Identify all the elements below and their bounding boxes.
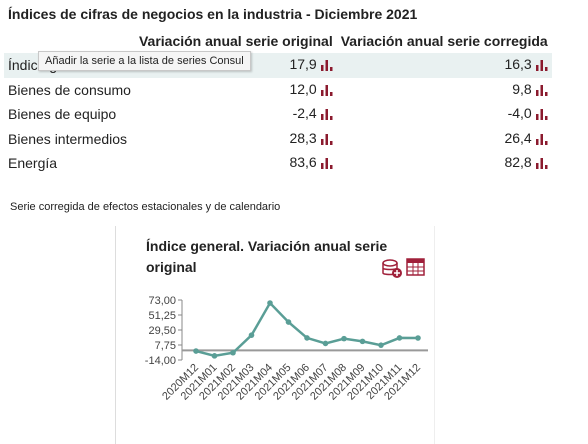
table-icon[interactable] xyxy=(406,258,425,276)
chart-link-icon[interactable] xyxy=(320,58,333,74)
column-header: Variación anual serie original xyxy=(138,33,333,49)
data-point xyxy=(322,340,329,347)
data-point xyxy=(378,342,384,348)
chart-link-icon[interactable] xyxy=(535,132,548,148)
data-point xyxy=(415,335,421,341)
chart-title: Índice general. Variación anual serie or… xyxy=(146,238,388,275)
chart-link-icon[interactable] xyxy=(535,156,548,172)
cell-value: 28,3 xyxy=(289,129,317,146)
chart-link-icon[interactable] xyxy=(320,156,333,172)
chart-link-icon[interactable] xyxy=(535,58,548,74)
value-cell: 9,8 xyxy=(337,78,552,103)
cell-value: 26,4 xyxy=(504,129,532,146)
row-label: Bienes de consumo xyxy=(4,78,135,103)
data-point xyxy=(211,353,218,359)
row-label-text: Energía xyxy=(8,155,58,172)
row-label: Energía xyxy=(4,151,135,176)
y-tick-label: 29,50 xyxy=(148,325,176,337)
data-point xyxy=(359,338,366,345)
add-series-icon[interactable] xyxy=(382,259,402,278)
page-title: Índices de cifras de negocios en la indu… xyxy=(8,6,418,22)
tooltip: Añadir la serie a la lista de series Con… xyxy=(38,51,251,71)
value-cell: 82,8 xyxy=(337,151,552,176)
row-label: Bienes intermedios xyxy=(4,127,135,152)
y-tick-label: 51,25 xyxy=(148,310,176,322)
chart-link-icon[interactable] xyxy=(535,83,548,99)
chart-link-icon[interactable] xyxy=(320,132,333,148)
value-cell: 12,0 xyxy=(135,78,337,103)
chart-link-icon[interactable] xyxy=(320,83,333,99)
cell-value: -4,0 xyxy=(507,105,532,122)
data-point xyxy=(304,335,310,341)
chart-link-icon[interactable] xyxy=(535,107,548,123)
data-point xyxy=(248,332,255,338)
chart-link-icon[interactable] xyxy=(320,107,333,123)
row-label-text: Bienes de equipo xyxy=(8,106,117,123)
value-cell: 26,4 xyxy=(337,127,552,152)
value-cell: 28,3 xyxy=(135,127,337,152)
table-row: Bienes de equipo -2,4 -4,0 xyxy=(4,102,552,127)
y-tick-label: 7,75 xyxy=(155,340,176,352)
y-tick-label: 73,00 xyxy=(148,295,176,307)
table-row: Bienes de consumo 12,0 9,8 xyxy=(4,78,552,103)
note: Serie corregida de efectos estacionales … xyxy=(10,201,281,213)
value-cell: -4,0 xyxy=(337,102,552,127)
data-point xyxy=(193,348,199,354)
corner xyxy=(4,29,135,53)
data-point xyxy=(285,319,292,325)
value-cell: 83,6 xyxy=(135,151,337,176)
chart: 73,0051,2529,507,75-14,002020M122021M012… xyxy=(145,258,428,403)
data-point xyxy=(341,335,347,342)
cell-value: 17,9 xyxy=(289,56,317,73)
value-cell: -2,4 xyxy=(135,102,337,127)
value-cell: 16,3 xyxy=(336,53,552,78)
table-row: Bienes intermedios 28,3 26,4 xyxy=(4,127,552,152)
cell-value: -2,4 xyxy=(292,105,317,122)
data-table: Variación anual serie original Variación … xyxy=(4,29,552,176)
y-tick-label: -14,00 xyxy=(145,355,176,367)
data-point xyxy=(267,300,273,306)
cell-value: 83,6 xyxy=(289,154,317,171)
cell-value: 16,3 xyxy=(504,56,532,73)
table-row: Energía 83,6 82,8 xyxy=(4,151,552,176)
row-label-text: Bienes intermedios xyxy=(8,130,128,147)
chart-card: Índice general. Variación anual serie or… xyxy=(115,226,435,444)
cell-value: 82,8 xyxy=(504,154,532,171)
data-point xyxy=(396,335,403,341)
column-header: Variación anual serie corregida xyxy=(340,33,548,49)
data-point xyxy=(230,349,236,356)
row-label: Bienes de equipo xyxy=(4,102,135,127)
cell-value: 12,0 xyxy=(289,80,317,97)
cell-value: 9,8 xyxy=(512,80,532,97)
series-line xyxy=(195,300,419,358)
row-label-text: Bienes de consumo xyxy=(8,81,131,98)
